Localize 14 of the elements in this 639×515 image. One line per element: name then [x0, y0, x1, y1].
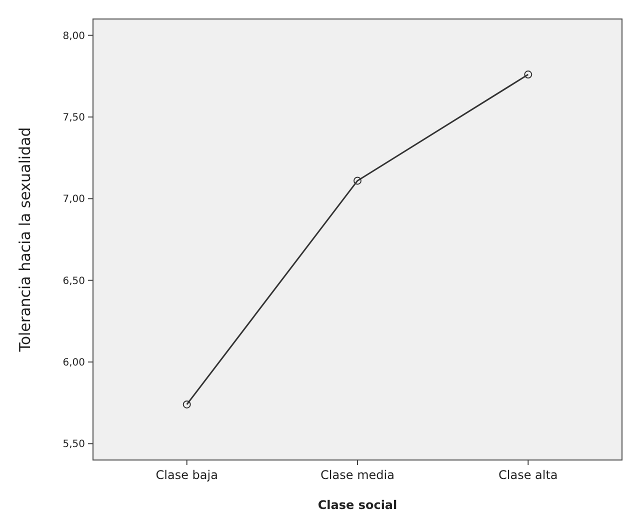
y-axis-title: Tolerancia hacia la sexualidad	[16, 127, 34, 353]
y-tick-label: 7,00	[62, 194, 85, 206]
x-tick-label: Clase media	[320, 468, 394, 482]
point	[182, 400, 191, 408]
x-tick-label: Clase baja	[156, 468, 218, 482]
y-tick-label: 5,50	[62, 439, 85, 450]
x-axis-title: Clase social	[318, 498, 398, 512]
y-tick-label: 6,50	[62, 276, 85, 287]
point	[524, 70, 532, 79]
y-tick-label: 8,00	[62, 30, 85, 42]
y-tick-label: 7,50	[62, 112, 85, 124]
point	[354, 176, 362, 185]
y-tick-label: 6,00	[62, 358, 85, 368]
x-tick-label: Clase alta	[498, 468, 558, 482]
